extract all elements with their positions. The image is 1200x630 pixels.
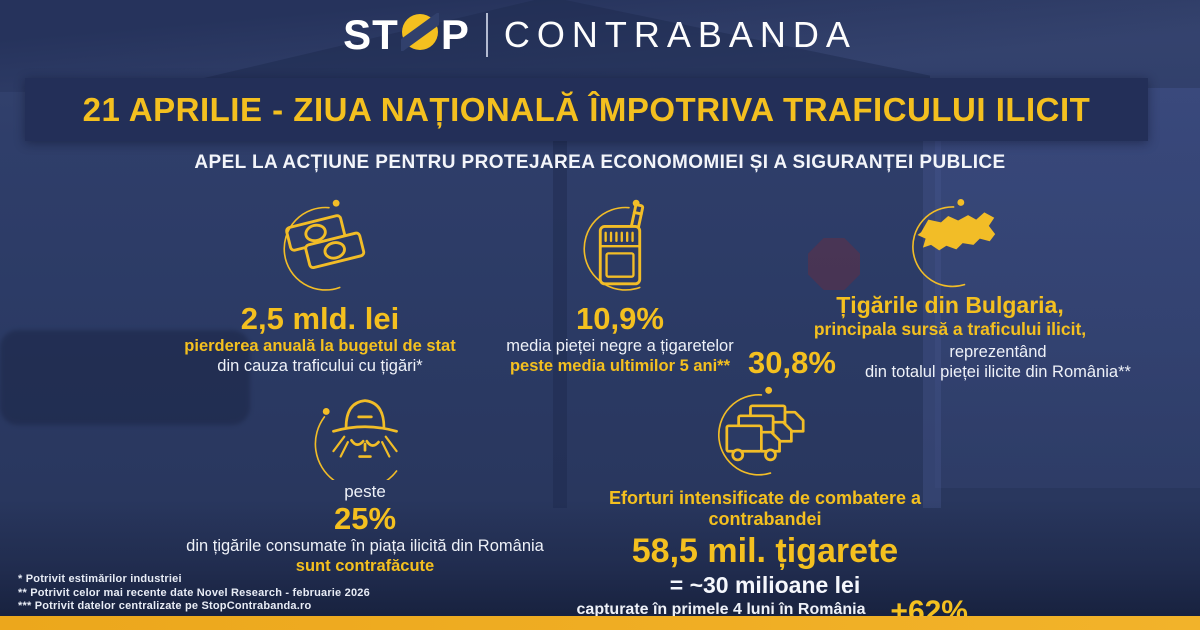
bottom-accent-bar bbox=[0, 616, 1200, 630]
footnote-1: * Potrivit estimărilor industriei bbox=[18, 573, 182, 585]
black-market-value: 10,9% bbox=[576, 301, 664, 336]
seizures-title: Eforturi intensificate de combatere a co… bbox=[608, 488, 922, 529]
seizures-value: 58,5 mil. țigarete bbox=[631, 532, 899, 570]
logo-stop-wordmark: ST P bbox=[343, 11, 470, 59]
title-banner: 21 APRILIE - ZIUA NAȚIONALĂ ÎMPOTRIVA TR… bbox=[25, 78, 1148, 141]
stop-contrabanda-logo: ST P CONTRABANDA bbox=[0, 6, 1200, 64]
bulgaria-subtitle: principala sursă a traficului ilicit, bbox=[813, 319, 1087, 339]
logo-divider bbox=[485, 13, 488, 57]
stat-budget-loss: 2,5 mld. lei pierderea anuală la bugetul… bbox=[170, 196, 470, 376]
footnote-3: *** Potrivit datelor centralizate pe Sto… bbox=[18, 600, 312, 612]
counterfeit-value: 25% bbox=[333, 501, 397, 536]
bulgaria-value: 30,8% bbox=[748, 345, 836, 380]
stat-counterfeit: peste 25% din țigările consumate în piaț… bbox=[170, 388, 560, 576]
bulgaria-line1: reprezentând bbox=[949, 343, 1047, 361]
page-subtitle: APEL LA ACȚIUNE PENTRU PROTEJAREA ECONOM… bbox=[194, 152, 1006, 173]
budget-loss-value: 2,5 mld. lei bbox=[240, 301, 400, 336]
footnotes: * Potrivit estimărilor industriei ** Pot… bbox=[18, 573, 370, 614]
seizures-line1: capturate în primele 4 luni în România bbox=[576, 601, 866, 618]
stat-black-market: 10,9% media pieței negre a țigaretelor p… bbox=[465, 196, 775, 376]
logo-brand-text: CONTRABANDA bbox=[503, 14, 857, 55]
logo-stop-suffix: P bbox=[440, 11, 470, 58]
prohibition-sign-icon bbox=[394, 11, 445, 61]
cigarette-pack-icon bbox=[465, 196, 775, 300]
counterfeit-line2: sunt contrafăcute bbox=[295, 557, 435, 575]
logo-stop-prefix: ST bbox=[343, 11, 399, 58]
bulgaria-map-icon bbox=[740, 196, 1160, 292]
page-title: 21 APRILIE - ZIUA NAȚIONALĂ ÎMPOTRIVA TR… bbox=[82, 90, 1091, 128]
money-stack-icon bbox=[170, 196, 470, 300]
budget-loss-line1: pierderea anuală la bugetul de stat bbox=[184, 337, 456, 355]
stat-seizures: Eforturi intensificate de combatere a co… bbox=[560, 384, 970, 630]
smuggler-icon bbox=[170, 388, 560, 480]
counterfeit-line1: din țigările consumate în piața ilicită … bbox=[186, 537, 544, 555]
stat-bulgaria-source: Țigările din Bulgaria, principala sursă … bbox=[740, 196, 1160, 382]
trucks-icon bbox=[560, 384, 970, 484]
bulgaria-title: Țigările din Bulgaria, bbox=[836, 292, 1064, 318]
bulgaria-line2: din totalul pieței ilicite din România** bbox=[864, 363, 1131, 381]
black-market-line2: peste media ultimilor 5 ani** bbox=[509, 357, 731, 375]
counterfeit-pre-label: peste bbox=[344, 482, 386, 501]
black-market-line1: media pieței negre a țigaretelor bbox=[506, 337, 734, 355]
budget-loss-line2: din cauza traficului cu țigări* bbox=[217, 357, 423, 375]
footnote-2: ** Potrivit celor mai recente date Novel… bbox=[18, 586, 370, 599]
seizures-equivalent: = ~30 milioane lei bbox=[669, 572, 861, 598]
